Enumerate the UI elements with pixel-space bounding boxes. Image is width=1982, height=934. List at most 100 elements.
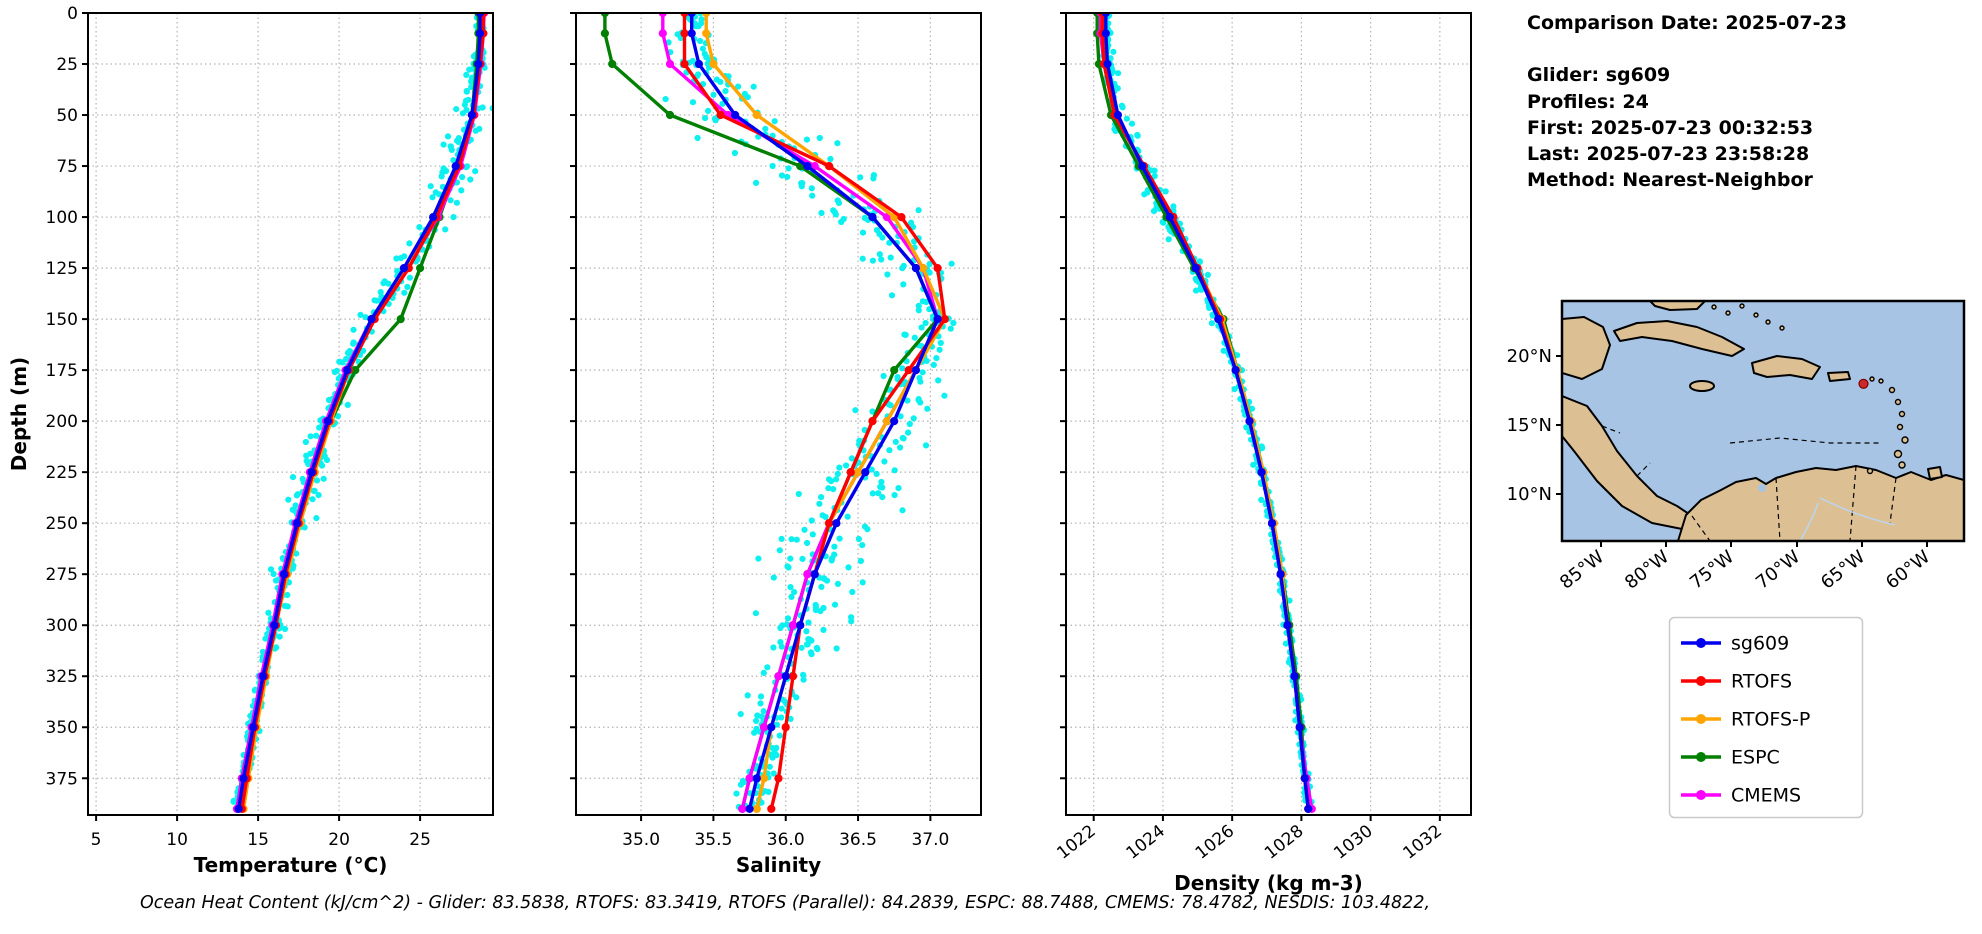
glider-raw-scatter [230, 13, 493, 812]
depth-tick-label: 150 [46, 310, 78, 330]
series-sg609 [1101, 13, 1313, 814]
axes-frame [87, 12, 494, 816]
land-trinidad [1927, 466, 1943, 480]
x-tick-label: 25 [409, 830, 431, 850]
x-tick-label: 37.0 [911, 830, 949, 850]
legend-entry-ESPC: ESPC [1681, 747, 1780, 769]
ocean-heat-content-caption: Ocean Heat Content (kJ/cm^2) - Glider: 8… [139, 893, 1431, 913]
map-ticks [1556, 355, 1928, 547]
depth-tick-label: 225 [46, 463, 78, 483]
depth-tick-label: 25 [56, 55, 78, 75]
x-tick-label: 35.5 [694, 830, 732, 850]
map-lon-label: 85°W [1556, 546, 1608, 593]
series-CMEMS [232, 13, 489, 814]
x-tick-label: 1030 [1330, 821, 1376, 863]
legend: sg609 RTOFS RTOFS-P ESPC CMEMS [1668, 616, 1864, 819]
depth-tick-label: 0 [67, 4, 78, 24]
axes-frame [1065, 12, 1472, 816]
grid [88, 12, 493, 815]
series-RTOFS-P [702, 13, 949, 814]
depth-tick-label: 250 [46, 514, 78, 534]
legend-label: sg609 [1731, 633, 1789, 655]
legend-entry-CMEMS: CMEMS [1681, 785, 1801, 807]
map-land [1562, 301, 1964, 541]
map-lat-label: 20°N [1507, 346, 1552, 367]
land-bahamas [1711, 303, 1785, 331]
depth-axis-label: Depth (m) [7, 357, 31, 471]
land-florida [1649, 301, 1706, 311]
density-axis-label: Density (kg m-3) [1174, 871, 1363, 895]
info-spacer [1527, 36, 1967, 62]
glider-id-text: Glider: sg609 [1527, 64, 1671, 87]
map-lon-label: 60°W [1882, 546, 1934, 593]
map-rivers [1799, 497, 1896, 541]
depth-tick-label: 300 [46, 616, 78, 636]
legend-label: CMEMS [1731, 785, 1801, 807]
depth-tick-label: 375 [46, 769, 78, 789]
map-lon-label: 65°W [1817, 546, 1869, 593]
map-lat-label: 10°N [1507, 484, 1552, 505]
map-frame [1560, 299, 1966, 543]
last-profile-time-text: Last: 2025-07-23 23:58:28 [1527, 143, 1810, 166]
depth-tick-label: 325 [46, 667, 78, 687]
panel-salinity: 35.0 35.5 36.0 36.5 37.0 Salinity [570, 12, 982, 877]
series-RTOFS [680, 13, 949, 814]
x-tick-label: 1024 [1123, 821, 1169, 863]
depth-tick-label: 125 [46, 259, 78, 279]
panel-temperature: 5 10 15 20 250255075100125150175200225250275… [7, 4, 494, 877]
series-sg609 [234, 13, 485, 814]
profiles-count-text: Profiles: 24 [1527, 90, 1649, 113]
legend-frame [1668, 616, 1864, 819]
series-RTOFS [1098, 13, 1313, 814]
temperature-axis-label: Temperature (°C) [194, 853, 388, 877]
legend-entry-RTOFS-P: RTOFS-P [1681, 709, 1810, 731]
map-lon-label: 70°W [1752, 546, 1804, 593]
land-jamaica [1689, 380, 1715, 392]
depth-tick-label: 350 [46, 718, 78, 738]
legend-label: RTOFS [1731, 671, 1792, 693]
x-tick-label: 36.5 [839, 830, 877, 850]
land-south-america [1677, 465, 1964, 541]
grid [1066, 12, 1471, 815]
x-tick-label: 1028 [1261, 821, 1307, 863]
map-lake-maracaibo [1758, 484, 1766, 492]
depth-tick-label: 75 [56, 157, 78, 177]
salinity-axis-label: Salinity [736, 853, 821, 877]
glider-location-marker [1858, 378, 1869, 389]
legend-label: ESPC [1731, 747, 1780, 769]
panel-density: 1022 1024 1026 1028 1030 1032 Density (kg m-3) [1053, 12, 1472, 895]
info-panel: Comparison Date: 2025-07-23 Glider: sg60… [1527, 10, 1967, 194]
depth-tick-label: 50 [56, 106, 78, 126]
land-lesser-antilles [1866, 376, 1909, 475]
legend-entry-sg609: sg609 [1681, 633, 1789, 655]
depth-tick-label: 175 [46, 361, 78, 381]
map-borders-dashed [1601, 425, 1897, 541]
depth-tick-label: 275 [46, 565, 78, 585]
x-tick-label: 1022 [1053, 821, 1099, 863]
glider-raw-scatter [1099, 13, 1315, 812]
land-puerto-rico [1827, 371, 1851, 382]
x-tick-label: 1026 [1192, 821, 1238, 863]
series-sg609 [687, 13, 942, 814]
x-tick-label: 1032 [1400, 821, 1446, 863]
series-ESPC [600, 13, 942, 814]
depth-tick-label: 200 [46, 412, 78, 432]
map-lon-label: 75°W [1686, 546, 1738, 593]
x-tick-label: 35.0 [622, 830, 660, 850]
series-RTOFS [237, 13, 488, 814]
map-lat-label: 15°N [1507, 415, 1552, 436]
first-profile-time-text: First: 2025-07-23 00:32:53 [1527, 116, 1814, 139]
depth-tick-label: 100 [46, 208, 78, 228]
method-text: Method: Nearest-Neighbor [1527, 169, 1813, 192]
legend-label: RTOFS-P [1731, 709, 1810, 731]
comparison-date-text: Comparison Date: 2025-07-23 [1527, 12, 1847, 34]
x-tick-label: 20 [328, 830, 350, 850]
land-hispaniola [1751, 355, 1821, 380]
series-RTOFS-P [1100, 13, 1313, 814]
series-ESPC [232, 13, 483, 814]
location-map: 20°N 15°N 10°N 85°W 80°W 75°W 70°W 65°W … [1507, 299, 1966, 594]
land-cuba [1613, 320, 1745, 357]
x-tick-label: 10 [166, 830, 188, 850]
